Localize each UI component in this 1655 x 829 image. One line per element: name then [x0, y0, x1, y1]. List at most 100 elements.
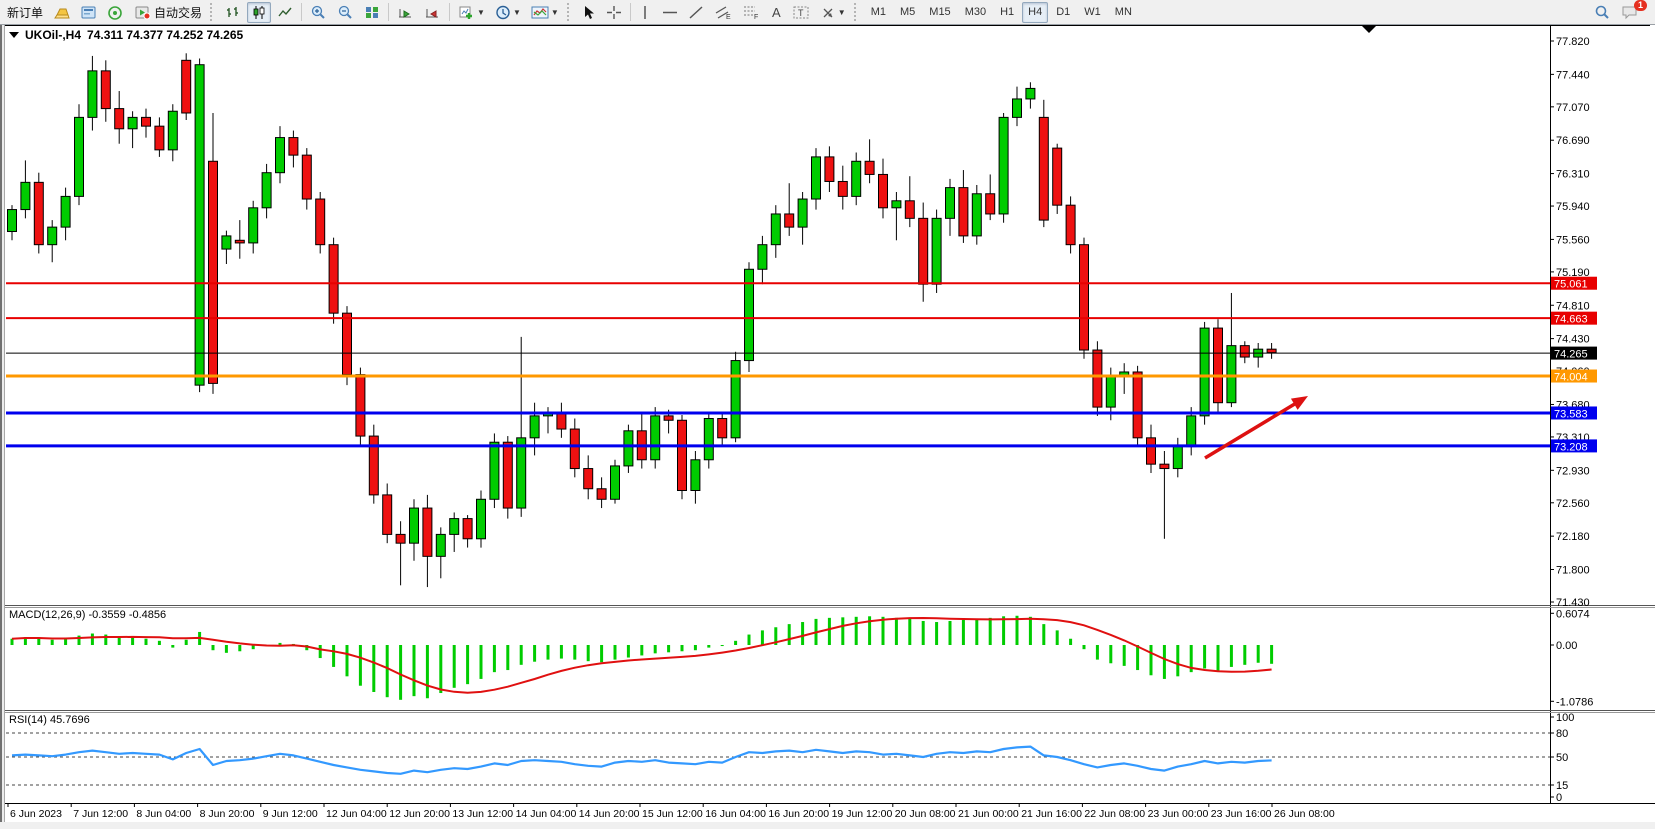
candle-up [1105, 375, 1116, 408]
macd-histogram-bar [399, 645, 403, 700]
trendline-tool-icon[interactable] [684, 2, 708, 23]
date-tick-label: 22 Jun 08:00 [1084, 808, 1145, 820]
macd-tick-label: 0.00 [1556, 640, 1577, 652]
candle-up [529, 415, 540, 439]
candle-up [449, 518, 460, 535]
line-chart-icon[interactable] [273, 2, 297, 23]
macd-histogram-bar [1082, 645, 1086, 650]
window-left-edge [0, 25, 5, 829]
date-tick-label: 9 Jun 12:00 [263, 808, 318, 820]
fibonacci-tool-icon[interactable]: F [738, 2, 764, 23]
price-chip [1551, 276, 1597, 290]
tab-timeframe-m5[interactable]: M5 [894, 2, 921, 23]
macd-histogram-bar [747, 634, 751, 645]
gold-ingot-icon[interactable] [49, 2, 74, 23]
candle-down [33, 181, 44, 246]
date-axis[interactable]: 6 Jun 2023 7 Jun 12:00 8 Jun 04:00 8 Jun 20… [7, 803, 1335, 820]
candle-up [1226, 345, 1237, 404]
price-tick-label: 71.800 [1556, 565, 1590, 577]
candle-down [837, 180, 848, 197]
new-chart-button[interactable]: ▼ [454, 2, 489, 23]
text-label-tool-icon[interactable]: T [789, 2, 814, 23]
tab-timeframe-d1[interactable]: D1 [1050, 2, 1076, 23]
bar-chart-icon[interactable] [221, 2, 245, 23]
cursor-tool-icon[interactable] [578, 2, 600, 23]
candle-down [315, 198, 326, 246]
tile-windows-icon[interactable] [360, 2, 384, 23]
candle-up [1025, 87, 1036, 100]
candle-up [891, 200, 902, 209]
template-icon [531, 6, 549, 18]
macd-histogram-bar [332, 645, 336, 667]
macd-histogram-bar [961, 619, 965, 645]
chart-shift-marker-icon[interactable] [1362, 26, 1376, 33]
templates-button[interactable]: ▼ [527, 2, 563, 23]
macd-histogram-bar [935, 622, 939, 645]
macd-pane [10, 615, 1274, 700]
tab-timeframe-h1[interactable]: H1 [994, 2, 1020, 23]
chat-button[interactable]: 1 [1617, 0, 1647, 23]
date-tick-label: 23 Jun 16:00 [1211, 808, 1272, 820]
svg-text:E: E [726, 14, 731, 20]
trend-arrow-head[interactable] [1290, 396, 1308, 410]
zoom-out-icon[interactable] [333, 2, 358, 23]
macd-histogram-bar [559, 645, 563, 659]
crosshair-tool-icon[interactable] [602, 2, 626, 23]
zoom-in-icon[interactable] [306, 2, 331, 23]
macd-histogram-bar [908, 618, 912, 645]
periods-button[interactable]: ▼ [491, 2, 525, 23]
date-tick-label: 7 Jun 12:00 [73, 808, 128, 820]
price-axis[interactable]: 77.820 77.440 77.070 76.690 76.310 75.940 75.5… [1550, 36, 1597, 804]
candle-down [958, 187, 969, 237]
vertical-line-tool-icon[interactable] [635, 2, 656, 23]
chart-shift-icon[interactable] [420, 2, 445, 23]
auto-scroll-icon[interactable] [393, 2, 418, 23]
toolbar-separator [449, 3, 451, 21]
date-tick-label: 20 Jun 08:00 [895, 808, 956, 820]
tab-timeframe-h4[interactable]: H4 [1022, 1, 1049, 23]
tab-timeframe-w1[interactable]: W1 [1078, 2, 1107, 23]
toolbar-separator [301, 3, 303, 21]
arrows-tool-button[interactable]: ▼ [816, 2, 850, 23]
date-tick-label: 8 Jun 04:00 [136, 808, 191, 820]
rsi-tick-label: 80 [1556, 728, 1568, 740]
candle-down [1079, 244, 1089, 351]
price-tick-label: 75.190 [1556, 267, 1590, 279]
tab-timeframe-m15[interactable]: M15 [923, 2, 956, 23]
rsi-tick-label: 0 [1556, 792, 1562, 804]
signal-icon[interactable] [103, 2, 128, 23]
rsi-indicator-label: RSI(14) 45.7696 [9, 714, 90, 726]
candlestick-chart-icon[interactable] [247, 1, 272, 23]
macd-histogram-bar [318, 645, 322, 659]
candle-up [797, 198, 808, 228]
candle-up [7, 209, 17, 233]
autotrade-button[interactable]: 自动交易 [130, 2, 206, 23]
horizontal-line-tool-icon[interactable] [658, 2, 682, 23]
tab-timeframe-m30[interactable]: M30 [959, 2, 992, 23]
candle-down [141, 116, 151, 127]
date-tick-label: 14 Jun 20:00 [579, 808, 640, 820]
collapse-triangle-icon[interactable] [9, 32, 19, 38]
macd-histogram-bar [506, 645, 510, 671]
candle-down [1266, 348, 1277, 354]
new-order-button[interactable]: 新订单 [3, 2, 47, 23]
candle-up [730, 360, 741, 439]
text-tool-icon[interactable]: A [766, 2, 787, 23]
candle-down [328, 244, 339, 314]
candle-down [784, 213, 795, 228]
macd-histogram-bar [117, 636, 121, 645]
tab-timeframe-m1[interactable]: M1 [865, 2, 892, 23]
tab-timeframe-mn[interactable]: MN [1109, 2, 1138, 23]
candle-down [904, 200, 915, 219]
candle-down [114, 108, 125, 130]
price-chip-label: 73.208 [1554, 441, 1588, 453]
equidistant-channel-tool-icon[interactable]: E [710, 2, 736, 23]
macd-tick-label: -1.0786 [1556, 696, 1593, 708]
candle-up [435, 533, 446, 557]
date-tick-label: 14 Jun 04:00 [516, 808, 577, 820]
market-watch-icon[interactable] [76, 2, 101, 23]
macd-histogram-bar [37, 638, 41, 645]
trend-arrow[interactable] [1204, 399, 1301, 460]
search-icon[interactable] [1590, 2, 1615, 23]
